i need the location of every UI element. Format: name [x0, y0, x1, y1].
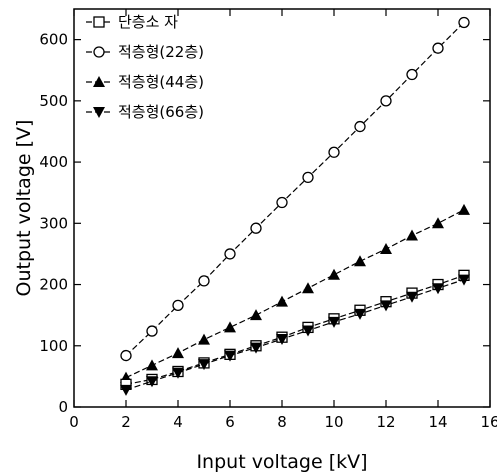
data-point [302, 325, 314, 337]
data-point [120, 384, 132, 396]
data-point [276, 334, 288, 346]
data-point [250, 222, 262, 234]
legend-label: 적층형(22층) [118, 43, 204, 61]
axis-ticks: 0 2 4 6 8 10 12 14 16 0 100 200 300 400 500 600 [39, 9, 497, 431]
data-point [224, 350, 236, 362]
data-point [172, 347, 184, 359]
y-tick-label: 400 [39, 153, 68, 171]
series-4 [120, 274, 470, 396]
legend-label: 적층형(44층) [118, 73, 204, 91]
series-layer [120, 16, 470, 396]
data-point [120, 349, 132, 362]
data-point [198, 359, 210, 371]
x-tick-label: 6 [225, 413, 235, 431]
data-point [250, 309, 262, 321]
x-axis-title: Input voltage [kV] [196, 451, 367, 473]
data-point [354, 308, 366, 320]
data-point [302, 282, 314, 294]
data-point [146, 359, 158, 371]
data-point [380, 300, 392, 312]
data-point [328, 316, 340, 328]
data-point [172, 299, 184, 312]
data-point [172, 367, 184, 379]
x-tick-label: 2 [121, 413, 131, 431]
data-point [458, 16, 470, 29]
x-tick-label: 12 [376, 413, 395, 431]
series-2 [120, 16, 470, 362]
data-point [406, 229, 418, 241]
data-point [406, 68, 418, 81]
data-point [328, 268, 340, 280]
y-tick-label: 100 [39, 337, 68, 355]
y-tick-label: 500 [39, 92, 68, 110]
y-tick-label: 300 [39, 214, 68, 232]
series-3 [120, 203, 470, 383]
y-axis-title: Output voltage [V] [13, 120, 35, 297]
data-point [354, 120, 366, 133]
x-tick-label: 8 [277, 413, 287, 431]
data-point [198, 275, 210, 287]
y-tick-label: 600 [39, 31, 68, 49]
x-tick-label: 14 [428, 413, 447, 431]
data-point [458, 274, 470, 286]
series-line [125, 22, 465, 357]
data-point [458, 203, 470, 215]
series-line [125, 279, 465, 391]
data-point [432, 42, 444, 54]
series-1 [120, 269, 470, 390]
data-point [328, 146, 340, 158]
data-point [198, 333, 210, 345]
data-point [224, 248, 236, 260]
legend-label: 단층소 자 [118, 13, 178, 31]
data-point [276, 196, 288, 209]
x-tick-label: 4 [173, 413, 183, 431]
data-point [380, 243, 392, 255]
data-point [276, 295, 288, 307]
legend-entry-2: 적층형(22층) [86, 43, 204, 61]
x-tick-label: 0 [69, 413, 79, 431]
x-tick-label: 10 [324, 413, 343, 431]
data-point [250, 342, 262, 354]
data-point [380, 95, 392, 107]
data-point [432, 217, 444, 229]
legend-marker [93, 16, 105, 28]
legend-entry-4: 적층형(66층) [86, 103, 204, 121]
x-tick-label: 16 [480, 413, 497, 431]
data-point [406, 291, 418, 303]
y-tick-label: 200 [39, 276, 68, 294]
data-point [146, 325, 158, 337]
legend-entry-3: 적층형(44층) [86, 73, 204, 91]
legend-marker [93, 46, 105, 58]
data-point [302, 171, 314, 184]
legend-label: 적층형(66층) [118, 103, 204, 121]
data-point [354, 255, 366, 267]
legend-marker [93, 76, 105, 87]
data-point [224, 321, 236, 333]
data-point [146, 376, 158, 388]
legend-entry-1: 단층소 자 [86, 13, 178, 31]
legend-marker [93, 107, 105, 118]
y-tick-label: 0 [58, 398, 68, 416]
data-point [432, 283, 444, 295]
